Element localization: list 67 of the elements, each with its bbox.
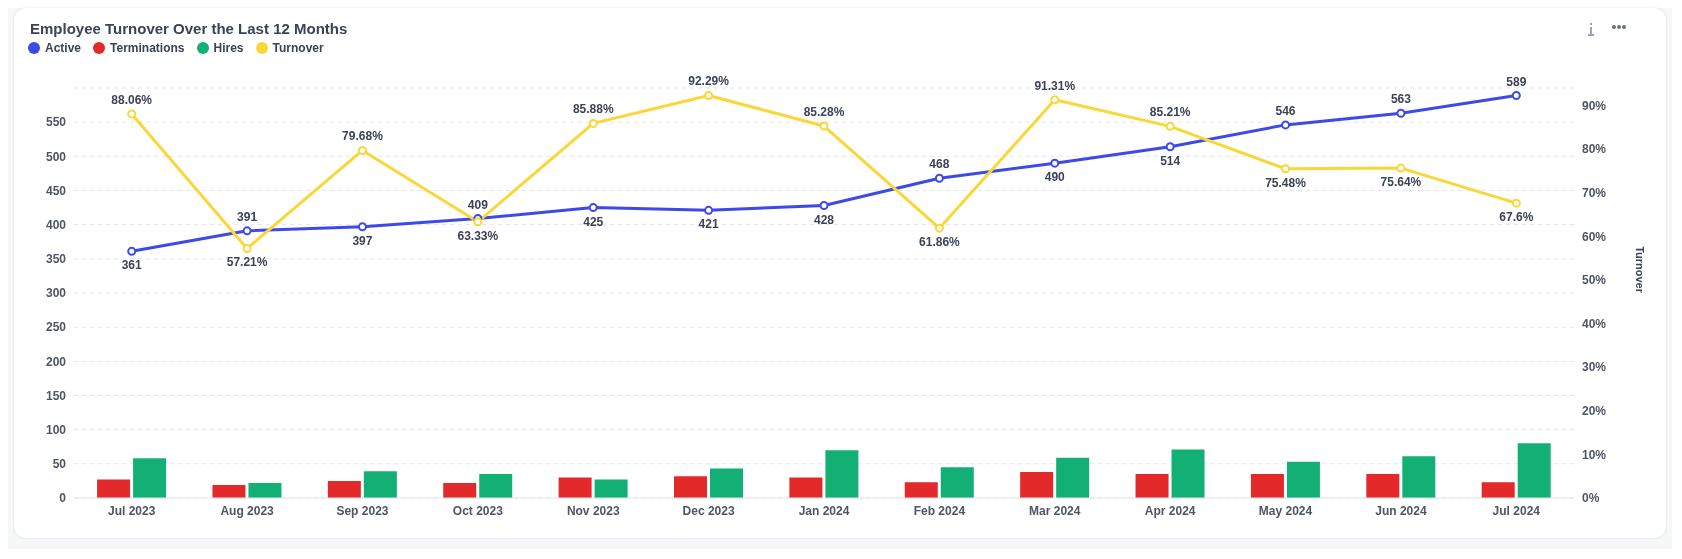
data-label: 63.33% xyxy=(457,228,499,243)
y-tick-label: 300 xyxy=(45,286,67,301)
x-tick-label: Jun 2024 xyxy=(1375,503,1427,518)
y-tick-label: 100 xyxy=(45,422,67,437)
data-label: 425 xyxy=(583,214,604,229)
x-tick-label: Jul 2023 xyxy=(108,503,156,518)
y-tick-label: 550 xyxy=(45,115,67,130)
y-tick-label: 150 xyxy=(45,388,67,403)
y2-tick-label: 70% xyxy=(1582,185,1607,200)
y2-tick-label: 80% xyxy=(1582,142,1607,157)
y-tick-label: 0 xyxy=(59,491,67,506)
y-tick-label: 500 xyxy=(45,149,67,164)
y-tick-label: 200 xyxy=(45,354,67,369)
x-tick-label: Dec 2023 xyxy=(682,503,735,518)
data-label: 391 xyxy=(237,209,258,224)
x-tick-label: Sep 2023 xyxy=(336,503,389,518)
y-tick-label: 400 xyxy=(45,217,67,232)
x-tick-label: Apr 2024 xyxy=(1144,503,1196,518)
y2-tick-label: 40% xyxy=(1582,316,1607,331)
data-label: 79.68% xyxy=(342,129,384,144)
data-label: 468 xyxy=(929,157,950,172)
chart-title: Employee Turnover Over the Last 12 Months xyxy=(30,20,348,37)
data-label: 589 xyxy=(1506,74,1527,89)
y2-tick-label: 50% xyxy=(1582,273,1607,288)
data-label: 361 xyxy=(121,258,143,273)
data-label: 92.29% xyxy=(688,74,730,89)
data-label: 75.48% xyxy=(1265,175,1307,190)
data-label: 57.21% xyxy=(226,255,268,270)
data-label: 563 xyxy=(1390,92,1412,107)
data-label: 428 xyxy=(813,212,835,227)
legend-label: Turnover xyxy=(271,40,324,56)
x-tick-label: Jan 2024 xyxy=(798,503,850,518)
y-tick-label: 50 xyxy=(52,457,67,472)
data-label: 421 xyxy=(698,217,719,232)
data-label: 514 xyxy=(1160,153,1181,168)
y-tick-label: 250 xyxy=(45,320,67,335)
data-label: 546 xyxy=(1275,103,1296,118)
x-tick-label: Aug 2023 xyxy=(220,503,275,518)
data-label: 67.6% xyxy=(1499,210,1534,225)
data-label: 88.06% xyxy=(111,92,153,107)
y-tick-label: 350 xyxy=(45,252,67,267)
x-tick-label: Nov 2023 xyxy=(566,503,620,518)
y2-tick-label: 90% xyxy=(1582,98,1607,113)
data-label: 409 xyxy=(467,197,489,212)
data-label: 75.64% xyxy=(1380,175,1422,190)
data-label: 85.28% xyxy=(803,105,845,120)
data-label: 85.88% xyxy=(572,102,614,117)
data-label: 85.21% xyxy=(1149,105,1191,120)
y2-tick-label: 20% xyxy=(1582,404,1607,419)
legend-label: Hires xyxy=(212,40,244,56)
y-tick-label: 450 xyxy=(45,183,67,198)
x-tick-label: Oct 2023 xyxy=(452,503,504,518)
x-tick-label: Mar 2024 xyxy=(1029,503,1081,518)
data-label: 91.31% xyxy=(1034,78,1076,93)
x-tick-label: Jul 2024 xyxy=(1492,503,1541,518)
legend-label: Terminations xyxy=(109,40,185,56)
x-tick-label: Feb 2024 xyxy=(913,503,966,518)
data-label: 61.86% xyxy=(919,235,961,250)
y2-tick-label: 30% xyxy=(1582,360,1607,375)
y2-tick-label: 10% xyxy=(1582,447,1607,462)
data-label: 490 xyxy=(1044,170,1066,185)
y2-tick-label: 60% xyxy=(1582,229,1607,244)
legend-label: Active xyxy=(44,40,82,56)
y2-axis-title: Turnover xyxy=(1634,246,1647,294)
data-label: 397 xyxy=(352,233,373,248)
y2-tick-label: 0% xyxy=(1582,491,1600,506)
x-tick-label: May 2024 xyxy=(1258,503,1313,518)
